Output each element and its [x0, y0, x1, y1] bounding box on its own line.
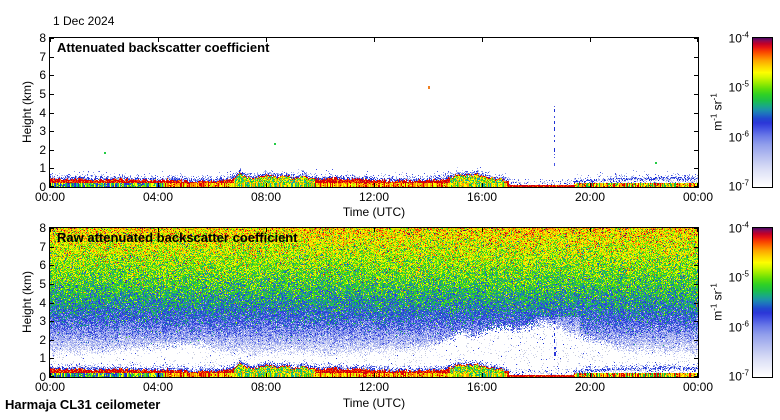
- top-x-axis-label: Time (UTC): [342, 205, 406, 219]
- bottom-plot-frame: Raw attenuated backscatter coefficient: [49, 227, 699, 378]
- x-tick-label: 04:00: [142, 380, 174, 394]
- x-tick-label: 16:00: [466, 190, 498, 204]
- x-tick-label: 00:00: [34, 190, 66, 204]
- top-y-tick-labels: 0 1 2 3 4 5 6 7 8: [20, 31, 46, 194]
- top-colorbar-tick-labels: 10-4 10-5 10-6 10-7: [712, 31, 749, 194]
- colorbar-tick-label: 10-7: [728, 368, 749, 384]
- bottom-x-tick-labels: 00:00 04:00 08:00 12:00 16:00 20:00 00:00: [35, 380, 713, 394]
- y-tick-label: 3: [39, 124, 46, 139]
- colorbar-tick-label: 10-7: [728, 178, 749, 194]
- y-tick-label: 1: [39, 351, 46, 366]
- bottom-heatmap-canvas: [50, 228, 698, 377]
- colorbar-tick-label: 10-4: [728, 30, 749, 46]
- x-tick-label: 16:00: [466, 380, 498, 394]
- top-plot-title: Attenuated backscatter coefficient: [57, 40, 270, 55]
- y-tick-label: 4: [39, 295, 46, 310]
- bottom-plot-title: Raw attenuated backscatter coefficient: [57, 230, 298, 245]
- y-tick-label: 8: [39, 221, 46, 235]
- x-tick-label: 00:00: [682, 190, 714, 204]
- y-tick-label: 5: [39, 276, 46, 291]
- y-tick-label: 6: [39, 258, 46, 273]
- y-tick-label: 5: [39, 86, 46, 101]
- colorbar-tick-label: 10-6: [728, 319, 749, 335]
- x-tick-label: 12:00: [358, 380, 390, 394]
- top-plot-frame: Attenuated backscatter coefficient: [49, 37, 699, 188]
- x-tick-label: 12:00: [358, 190, 390, 204]
- bottom-colorbar: [752, 227, 773, 378]
- y-tick-label: 0: [39, 370, 46, 384]
- x-tick-label: 08:00: [250, 190, 282, 204]
- x-tick-label: 20:00: [574, 190, 606, 204]
- colorbar-tick-label: 10-6: [728, 129, 749, 145]
- top-colorbar: [752, 37, 773, 188]
- top-x-tick-labels: 00:00 04:00 08:00 12:00 16:00 20:00 00:00: [35, 190, 713, 204]
- y-tick-label: 1: [39, 161, 46, 176]
- y-tick-label: 7: [39, 239, 46, 254]
- x-tick-label: 00:00: [34, 380, 66, 394]
- bottom-y-tick-labels: 0 1 2 3 4 5 6 7 8: [20, 221, 46, 384]
- y-tick-label: 0: [39, 180, 46, 194]
- x-tick-label: 04:00: [142, 190, 174, 204]
- x-tick-label: 08:00: [250, 380, 282, 394]
- x-tick-label: 00:00: [682, 380, 714, 394]
- colorbar-tick-label: 10-5: [728, 79, 749, 95]
- y-tick-label: 7: [39, 49, 46, 64]
- y-tick-label: 6: [39, 68, 46, 83]
- bottom-colorbar-unit-label: m-1 sr-1: [709, 283, 725, 321]
- colorbar-tick-label: 10-4: [728, 220, 749, 236]
- colorbar-tick-label: 10-5: [728, 269, 749, 285]
- bottom-colorbar-canvas: [753, 228, 772, 377]
- y-tick-label: 4: [39, 105, 46, 120]
- top-colorbar-canvas: [753, 38, 772, 187]
- y-tick-label: 2: [39, 142, 46, 157]
- top-heatmap-canvas: [50, 38, 698, 187]
- y-tick-label: 8: [39, 31, 46, 45]
- date-label: 1 Dec 2024: [53, 14, 115, 28]
- instrument-label: Harmaja CL31 ceilometer: [5, 397, 161, 412]
- x-tick-label: 20:00: [574, 380, 606, 394]
- bottom-x-axis-label: Time (UTC): [342, 396, 406, 410]
- y-tick-label: 3: [39, 314, 46, 329]
- y-tick-label: 2: [39, 332, 46, 347]
- top-colorbar-unit-label: m-1 sr-1: [709, 93, 725, 131]
- bottom-colorbar-tick-labels: 10-4 10-5 10-6 10-7: [712, 221, 749, 384]
